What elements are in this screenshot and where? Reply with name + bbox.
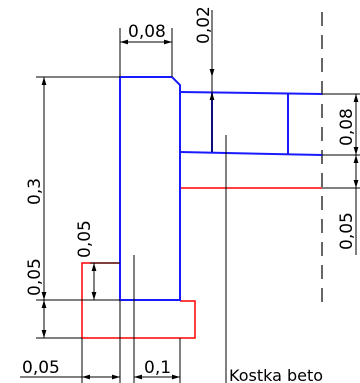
dim-bottom-mid: 0,1 bbox=[144, 358, 171, 378]
callout-label: Kostka beto bbox=[229, 366, 323, 383]
paving-bottom-edge bbox=[179, 151, 323, 156]
curb-outline bbox=[119, 76, 181, 301]
dim-bottom-left: 0,05 bbox=[22, 358, 60, 378]
paving-top-edge bbox=[179, 91, 323, 95]
dim-right-lower: 0,05 bbox=[337, 212, 357, 250]
dim-top-width: 0,08 bbox=[128, 22, 166, 42]
dim-top-chamfer: 0,02 bbox=[194, 6, 214, 44]
foundation-outline bbox=[81, 262, 196, 339]
dim-left-step-height: 0,05 bbox=[75, 220, 95, 258]
dim-right-upper: 0,08 bbox=[337, 108, 357, 146]
dim-total-height: 0,3 bbox=[25, 178, 45, 205]
dim-base-height: 0,05 bbox=[25, 258, 45, 296]
